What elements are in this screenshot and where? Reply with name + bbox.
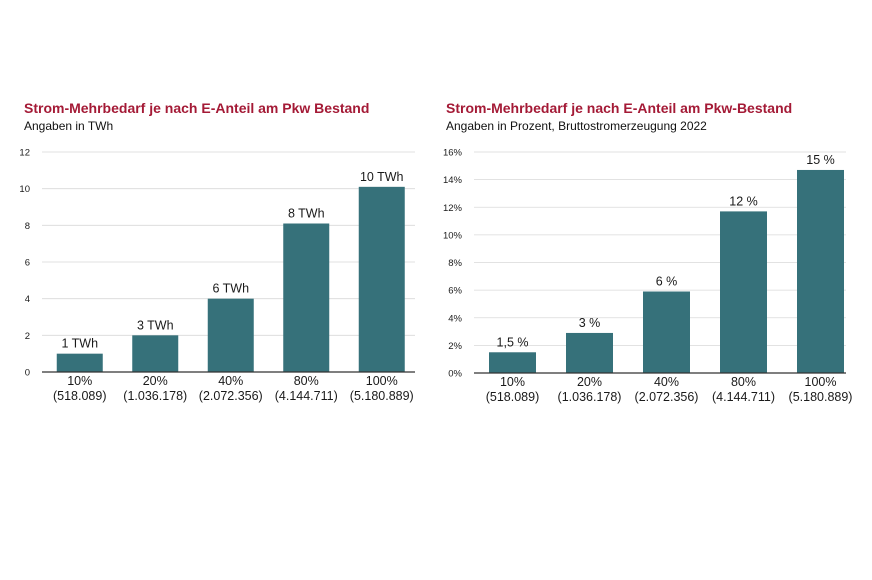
y-tick-label: 12% — [443, 203, 463, 214]
chart-subtitle: Angaben in TWh — [24, 119, 114, 133]
data-label: 1,5 % — [497, 335, 529, 349]
data-label: 6 TWh — [212, 282, 249, 296]
data-label: 8 TWh — [288, 207, 325, 221]
x-tick-label: 20% — [577, 375, 602, 389]
x-tick-sublabel: (1.036.178) — [123, 389, 187, 403]
x-tick-label: 10% — [67, 374, 92, 388]
bar — [720, 211, 767, 373]
y-tick-label: 12 — [19, 148, 30, 159]
bar — [489, 352, 536, 373]
x-tick-sublabel: (5.180.889) — [789, 390, 853, 404]
x-tick-label: 80% — [731, 375, 756, 389]
data-label: 6 % — [656, 275, 678, 289]
y-tick-label: 2% — [448, 341, 462, 352]
data-label: 10 TWh — [360, 170, 404, 184]
x-tick-label: 40% — [218, 374, 243, 388]
y-tick-label: 6 — [25, 258, 30, 269]
y-tick-label: 4% — [448, 313, 462, 324]
chart-title: Strom-Mehrbedarf je nach E-Anteil am Pkw… — [446, 100, 793, 116]
x-tick-sublabel: (518.089) — [53, 389, 107, 403]
x-tick-sublabel: (2.072.356) — [635, 390, 699, 404]
y-tick-label: 4 — [25, 294, 30, 305]
data-label: 15 % — [806, 153, 835, 167]
y-tick-label: 8% — [448, 258, 462, 269]
x-tick-label: 40% — [654, 375, 679, 389]
y-tick-label: 14% — [443, 175, 463, 186]
x-tick-sublabel: (1.036.178) — [558, 390, 622, 404]
y-tick-label: 6% — [448, 286, 462, 297]
x-tick-sublabel: (4.144.711) — [275, 389, 338, 403]
y-tick-label: 8 — [25, 221, 30, 232]
bar-chart-twh: 0 2 4 6 8 10 12 1 TWh 10%(518.089) 3 TWh 20%(1.036… — [19, 148, 415, 403]
bar — [358, 186, 405, 372]
y-tick-label: 0 — [25, 368, 30, 379]
chart-panel-left: Strom-Mehrbedarf je nach E-Anteil am Pkw… — [19, 100, 415, 403]
data-label: 12 % — [729, 194, 758, 208]
y-tick-label: 10% — [443, 230, 463, 241]
bar — [797, 169, 844, 373]
x-tick-sublabel: (5.180.889) — [350, 389, 414, 403]
x-tick-label: 100% — [805, 375, 837, 389]
bar — [56, 353, 103, 372]
x-tick-label: 20% — [143, 374, 168, 388]
chart-panel-right: Strom-Mehrbedarf je nach E-Anteil am Pkw… — [436, 0, 872, 580]
bar — [566, 332, 613, 373]
x-tick-sublabel: (4.144.711) — [712, 390, 775, 404]
chart-subtitle: Angaben in Prozent, Bruttostromerzeugung… — [446, 119, 707, 133]
x-tick-sublabel: (518.089) — [486, 390, 540, 404]
y-tick-label: 16% — [443, 148, 463, 159]
data-label: 1 TWh — [61, 337, 98, 351]
y-tick-label: 2 — [25, 331, 30, 342]
bar — [643, 291, 690, 373]
y-tick-label: 0% — [448, 369, 462, 380]
x-tick-label: 10% — [500, 375, 525, 389]
x-tick-label: 80% — [294, 374, 319, 388]
x-tick-sublabel: (2.072.356) — [199, 389, 263, 403]
bar — [132, 335, 179, 372]
chart-title: Strom-Mehrbedarf je nach E-Anteil am Pkw… — [24, 100, 370, 116]
bar — [207, 298, 254, 372]
data-label: 3 % — [579, 316, 601, 330]
bar — [283, 223, 330, 372]
x-tick-label: 100% — [366, 374, 398, 388]
bar-chart-percent: 0%2%4%6%8%10%12%14%16%1,5 %10%(518.089)3… — [443, 148, 853, 405]
data-label: 3 TWh — [137, 318, 174, 332]
y-tick-label: 10 — [19, 184, 30, 195]
